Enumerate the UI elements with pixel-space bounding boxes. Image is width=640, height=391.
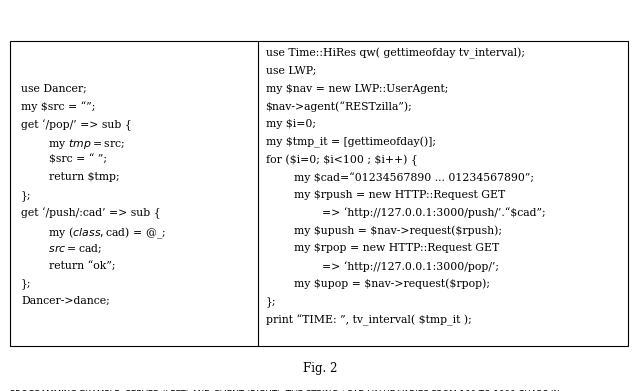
Text: => ‘http://127.0.0.1:3000/pop/’;: => ‘http://127.0.0.1:3000/pop/’; — [266, 261, 499, 272]
Text: my $cad=“01234567890 ... 01234567890”;: my $cad=“01234567890 ... 01234567890”; — [266, 172, 534, 183]
Text: my $upush = $nav->request($rpush);: my $upush = $nav->request($rpush); — [266, 225, 502, 236]
Text: return “ok”;: return “ok”; — [21, 261, 116, 271]
Text: my ($class, $cad) = @_;: my ($class, $cad) = @_; — [21, 226, 166, 241]
Text: for ($i=0; $i<100 ; $i++) {: for ($i=0; $i<100 ; $i++) { — [266, 154, 417, 166]
Text: use Time::HiRes qw( gettimeofday tv_interval);: use Time::HiRes qw( gettimeofday tv_inte… — [266, 48, 525, 59]
Text: use Dancer;: use Dancer; — [21, 84, 87, 93]
Text: my $i=0;: my $i=0; — [266, 119, 316, 129]
Text: => ‘http://127.0.0.1:3000/push/’.“$cad”;: => ‘http://127.0.0.1:3000/push/’.“$cad”; — [266, 208, 545, 219]
Text: $src = $cad;: $src = $cad; — [21, 243, 102, 255]
Text: my $tmp = $src;: my $tmp = $src; — [21, 137, 125, 151]
Text: $nav->agent(“RESTzilla”);: $nav->agent(“RESTzilla”); — [266, 101, 412, 112]
Text: my $upop = $nav->request($rpop);: my $upop = $nav->request($rpop); — [266, 279, 490, 289]
Bar — [10, 41, 628, 346]
Text: };: }; — [21, 190, 31, 201]
Text: print “TIME: ”, tv_interval( $tmp_it );: print “TIME: ”, tv_interval( $tmp_it ); — [266, 314, 471, 326]
Text: my $rpop = new HTTP::Request GET: my $rpop = new HTTP::Request GET — [266, 243, 499, 253]
Text: my $nav = new LWP::UserAgent;: my $nav = new LWP::UserAgent; — [266, 84, 448, 93]
Text: get ‘/push/:cad’ => sub {: get ‘/push/:cad’ => sub { — [21, 208, 161, 219]
Text: use LWP;: use LWP; — [266, 66, 316, 76]
Text: };: }; — [21, 279, 31, 289]
Text: PROGRAMMING EXAMPLE: SERVER (LEFT) AND CLIENT (RIGHT). THE STRING $CAD VALUE VAR: PROGRAMMING EXAMPLE: SERVER (LEFT) AND C… — [10, 390, 559, 391]
Text: my $tmp_it = [gettimeofday()];: my $tmp_it = [gettimeofday()]; — [266, 137, 436, 148]
Text: get ‘/pop/’ => sub {: get ‘/pop/’ => sub { — [21, 119, 132, 131]
Text: my $src = “”;: my $src = “”; — [21, 101, 95, 112]
Text: };: }; — [266, 296, 276, 307]
Text: Fig. 2: Fig. 2 — [303, 362, 337, 375]
Text: $src = “ ”;: $src = “ ”; — [21, 154, 107, 165]
Text: my $rpush = new HTTP::Request GET: my $rpush = new HTTP::Request GET — [266, 190, 505, 200]
Text: return $tmp;: return $tmp; — [21, 172, 120, 182]
Text: Dancer->dance;: Dancer->dance; — [21, 296, 110, 307]
